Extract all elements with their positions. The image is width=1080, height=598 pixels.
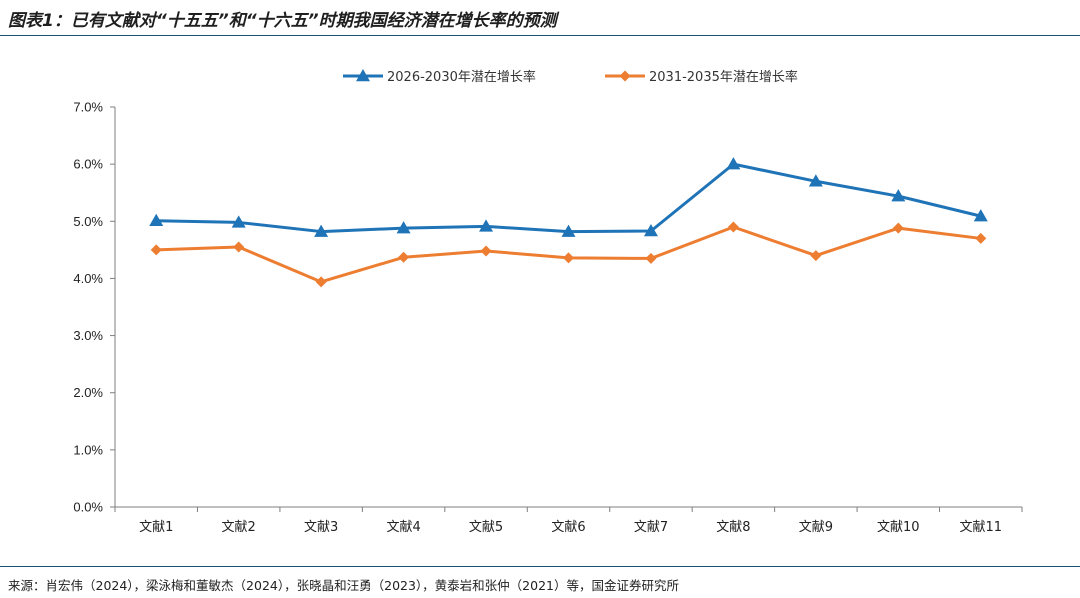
title-divider: [0, 35, 1080, 36]
data-point-triangle: [891, 189, 906, 202]
x-tick-label: 文献2: [222, 520, 256, 535]
x-tick-label: 文献11: [959, 520, 1002, 535]
x-tick-label: 文献6: [551, 520, 585, 535]
y-tick-label: 7.0%: [73, 100, 103, 115]
legend-item-2: 2031-2035年潜在增长率: [605, 69, 798, 85]
x-tick-label: 文献5: [469, 520, 503, 535]
legend-label: 2031-2035年潜在增长率: [649, 69, 798, 85]
series-2: [150, 221, 987, 288]
series-1: [149, 157, 988, 237]
data-point-diamond: [480, 245, 492, 257]
legend-item-1: 2026-2030年潜在增长率: [343, 69, 536, 85]
data-point-diamond: [233, 241, 245, 253]
data-point-triangle: [396, 221, 411, 234]
data-point-diamond: [619, 70, 631, 82]
data-point-triangle: [231, 215, 246, 228]
y-tick-label: 2.0%: [73, 385, 103, 400]
axes: 0.0% 1.0% 2.0% 3.0% 4.0% 5.0% 6.0% 7.0% 文献1 文献2 文献…: [73, 100, 1023, 535]
data-point-diamond: [315, 276, 327, 288]
chart-title: 图表1：已有文献对“十五五”和“十六五”时期我国经济潜在增长率的预测: [8, 11, 557, 31]
data-point-diamond: [892, 222, 904, 234]
series-line: [156, 162, 982, 234]
y-tick-label: 4.0%: [73, 271, 103, 286]
legend: 2026-2030年潜在增长率 2031-2035年潜在增长率: [343, 69, 798, 85]
footer-divider: [0, 566, 1080, 567]
data-point-triangle: [973, 209, 988, 222]
y-tick-label: 6.0%: [73, 157, 103, 172]
data-point-diamond: [975, 232, 987, 244]
data-point-diamond: [398, 251, 410, 263]
y-tick-label: 5.0%: [73, 214, 103, 229]
source-note: 来源：肖宏伟（2024），梁泳梅和董敏杰（2024），张晓晶和汪勇（2023），…: [8, 578, 679, 593]
x-tick-label: 文献8: [716, 520, 750, 535]
x-tick-label: 文献9: [799, 520, 833, 535]
y-tick-label: 1.0%: [73, 442, 103, 457]
data-point-diamond: [645, 252, 657, 264]
x-tick-label: 文献3: [304, 520, 338, 535]
line-chart: 2026-2030年潜在增长率 2031-2035年潜在增长率 0.0% 1.0% 2…: [73, 69, 1023, 535]
data-point-triangle: [726, 157, 741, 170]
data-point-diamond: [150, 244, 162, 256]
y-tick-label: 3.0%: [73, 328, 103, 343]
series-layer: [149, 157, 988, 288]
x-tick-label: 文献10: [877, 520, 920, 535]
x-tick-label: 文献4: [386, 520, 420, 535]
data-point-diamond: [810, 250, 822, 262]
data-point-triangle: [643, 224, 658, 237]
x-tick-label: 文献1: [139, 520, 173, 535]
legend-label: 2026-2030年潜在增长率: [387, 69, 536, 85]
x-tick-label: 文献7: [634, 520, 668, 535]
data-point-diamond: [563, 252, 574, 264]
data-point-triangle: [808, 174, 823, 187]
data-point-triangle: [356, 69, 370, 82]
data-point-diamond: [727, 221, 739, 233]
y-tick-label: 0.0%: [73, 500, 103, 515]
data-point-triangle: [314, 224, 329, 237]
data-point-triangle: [479, 219, 494, 232]
data-point-triangle: [561, 224, 576, 237]
data-point-triangle: [149, 213, 164, 226]
